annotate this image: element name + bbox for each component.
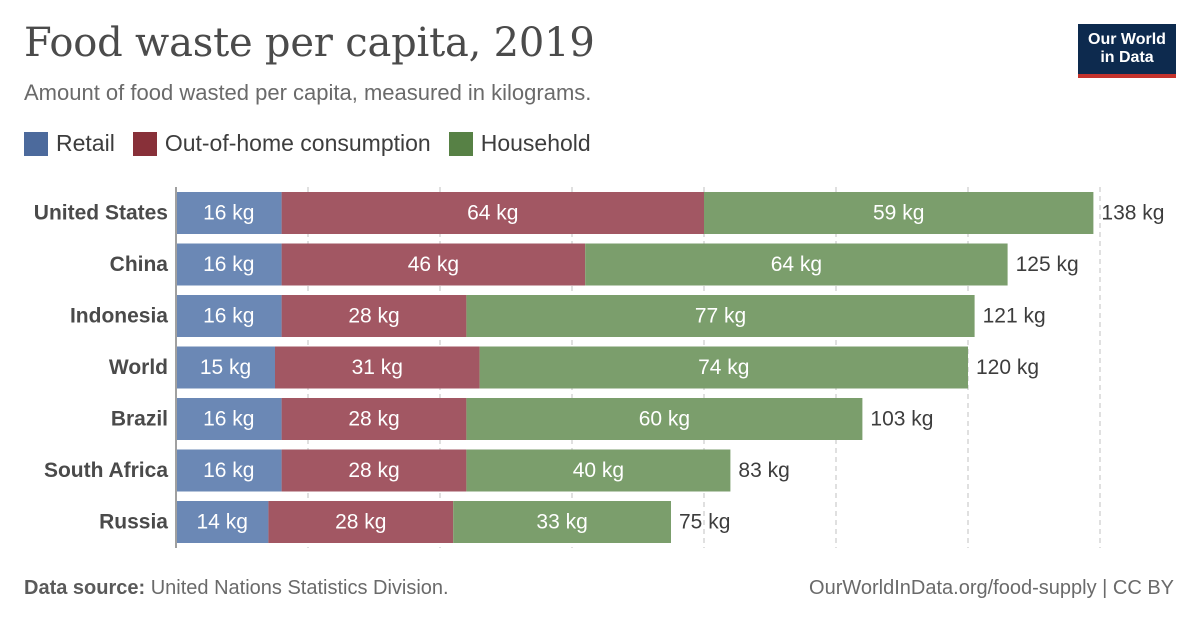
legend-label-out-of-home: Out-of-home consumption (164, 130, 431, 156)
bar-indonesia-series-0 (176, 295, 282, 337)
total-label-world: 120 kg (976, 356, 1039, 379)
bar-brazil-series-0 (176, 398, 282, 440)
bar-russia-series-2 (453, 501, 671, 543)
bar-label-russia-series-1: 28 kg (335, 511, 386, 534)
bar-label-united-states-series-1: 64 kg (467, 202, 518, 225)
data-source-label: Data source: (24, 577, 146, 599)
legend-item-retail[interactable]: Retail (24, 130, 115, 157)
total-label-united-states: 138 kg (1101, 202, 1164, 225)
bar-russia-series-0 (176, 501, 269, 543)
legend-item-household[interactable]: Household (448, 130, 591, 157)
bar-russia-series-1 (268, 501, 454, 543)
bar-south-africa-series-2 (466, 449, 731, 492)
category-label-china: China (110, 253, 169, 276)
bar-china-series-0 (176, 243, 282, 286)
data-source-text: United Nations Statistics Division. (150, 577, 449, 599)
logo-line-2: in Data (1100, 49, 1154, 66)
bar-label-world-series-0: 15 kg (200, 356, 251, 379)
bar-south-africa-series-0 (176, 449, 282, 492)
logo-line-1: Our World (1088, 31, 1166, 48)
bar-label-indonesia-series-0: 16 kg (203, 305, 254, 328)
owid-logo[interactable]: Our World in Data (1078, 24, 1176, 78)
bar-label-south-africa-series-1: 28 kg (348, 459, 399, 482)
legend-swatch-retail (24, 131, 48, 156)
bar-indonesia-series-2 (466, 295, 975, 337)
bar-label-brazil-series-1: 28 kg (348, 408, 399, 431)
legend-swatch-out-of-home (132, 131, 157, 156)
category-label-united-states: United States (34, 202, 168, 225)
bar-label-brazil-series-2: 60 kg (639, 408, 690, 431)
total-label-russia: 75 kg (679, 511, 730, 534)
bar-indonesia-series-1 (281, 295, 467, 337)
footer-link[interactable]: OurWorldInData.org/food-supply | CC BY (809, 577, 1174, 599)
bar-label-russia-series-0: 14 kg (197, 511, 248, 534)
bar-label-united-states-series-2: 59 kg (873, 202, 924, 225)
bar-label-china-series-0: 16 kg (203, 253, 254, 276)
total-label-south-africa: 83 kg (738, 459, 789, 482)
legend-item-out-of-home[interactable]: Out-of-home consumption (132, 130, 431, 157)
data-source: Data source: United Nations Statistics D… (24, 577, 449, 600)
bar-label-china-series-2: 64 kg (771, 253, 822, 276)
category-label-brazil: Brazil (111, 408, 168, 431)
bar-label-russia-series-2: 33 kg (536, 511, 587, 534)
category-label-world: World (109, 356, 168, 379)
total-label-brazil: 103 kg (870, 408, 933, 431)
bar-label-indonesia-series-1: 28 kg (348, 305, 399, 328)
bar-label-world-series-1: 31 kg (352, 356, 403, 379)
category-label-south-africa: South Africa (44, 459, 168, 482)
bar-label-china-series-1: 46 kg (408, 253, 459, 276)
category-label-indonesia: Indonesia (70, 305, 168, 328)
total-label-indonesia: 121 kg (983, 305, 1046, 328)
bar-world-series-0 (176, 346, 275, 389)
page-title: Food waste per capita, 2019 (24, 20, 595, 66)
bar-label-brazil-series-0: 16 kg (203, 408, 254, 431)
bar-brazil-series-2 (466, 398, 863, 440)
bar-world-series-2 (479, 346, 968, 389)
bar-label-south-africa-series-2: 40 kg (573, 459, 624, 482)
bar-label-world-series-2: 74 kg (698, 356, 749, 379)
legend-label-household: Household (480, 130, 591, 156)
bar-united-states-series-2 (704, 192, 1094, 234)
bar-south-africa-series-1 (281, 449, 467, 492)
chart-legend: Retail Out-of-home consumption Household (24, 130, 609, 157)
legend-swatch-household (448, 131, 473, 156)
chart-subtitle: Amount of food wasted per capita, measur… (24, 80, 592, 105)
bar-world-series-1 (275, 346, 480, 389)
total-label-china: 125 kg (1016, 253, 1079, 276)
bar-united-states-series-1 (281, 192, 704, 234)
bar-china-series-1 (281, 243, 586, 286)
legend-label-retail: Retail (56, 130, 115, 156)
bar-label-indonesia-series-2: 77 kg (695, 305, 746, 328)
bar-label-united-states-series-0: 16 kg (203, 202, 254, 225)
bar-united-states-series-0 (176, 192, 282, 234)
bar-label-south-africa-series-0: 16 kg (203, 459, 254, 482)
bar-brazil-series-1 (281, 398, 467, 440)
category-label-russia: Russia (99, 511, 168, 534)
bar-china-series-2 (585, 243, 1008, 286)
